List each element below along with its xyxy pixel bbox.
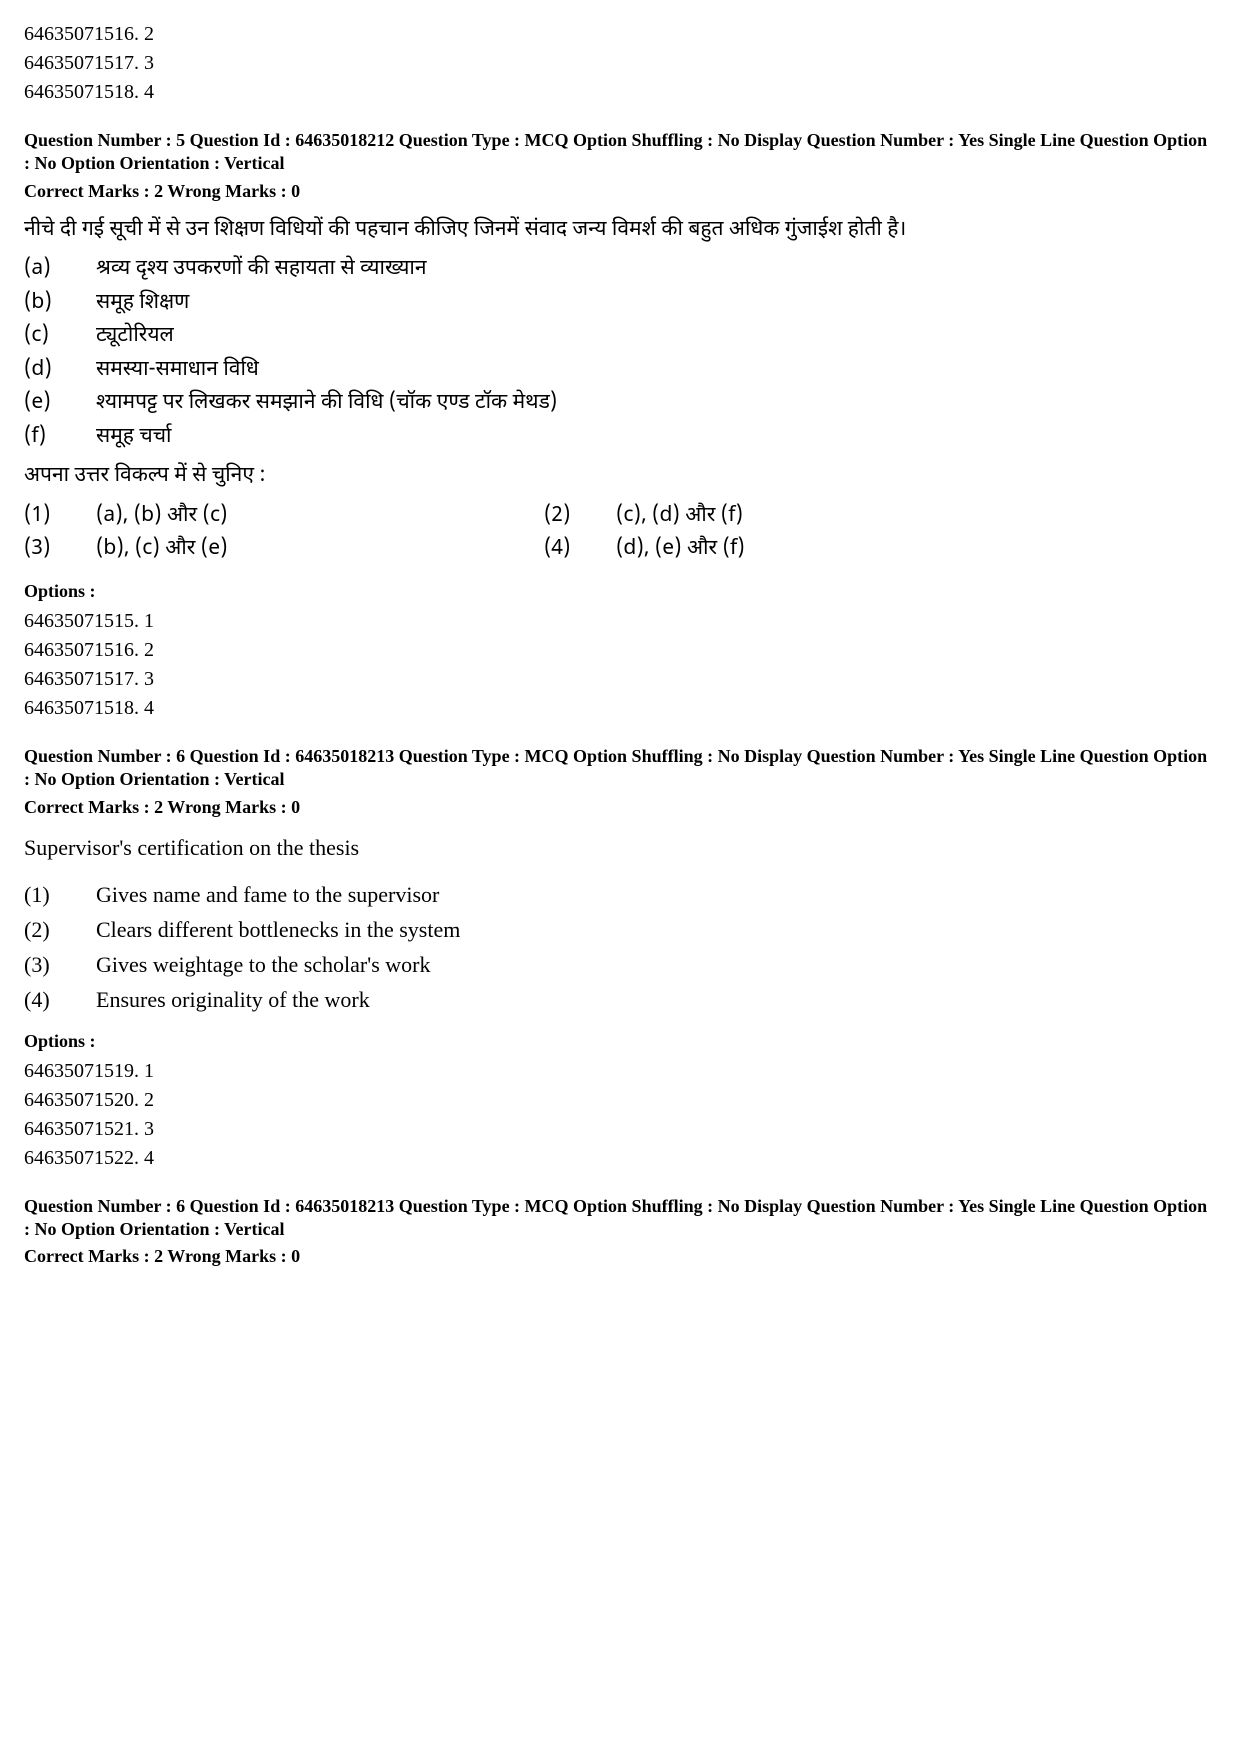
option-id: 64635071519. 1 (24, 1057, 1216, 1086)
sub-item-label: (b) (24, 288, 96, 320)
question-marks: Correct Marks : 2 Wrong Marks : 0 (24, 1243, 1216, 1270)
sub-item-text: समूह चर्चा (96, 422, 171, 454)
options-heading: Options : (24, 578, 1216, 605)
sub-item: (e) श्यामपट्ट पर लिखकर समझाने की विधि (च… (24, 388, 1216, 420)
answer-label: (2) (24, 913, 96, 946)
sub-item: (f) समूह चर्चा (24, 422, 1216, 454)
sub-item-text: श्यामपट्ट पर लिखकर समझाने की विधि (चॉक ए… (96, 388, 557, 420)
sub-item-label: (e) (24, 388, 96, 420)
sub-item: (d) समस्या-समाधान विधि (24, 355, 1216, 387)
sub-item: (b) समूह शिक्षण (24, 288, 1216, 320)
answer-label: (2) (544, 501, 616, 533)
answer-label: (4) (544, 534, 616, 566)
sub-item-label: (f) (24, 422, 96, 454)
option-id: 64635071518. 4 (24, 78, 1216, 107)
answer-label: (3) (24, 948, 96, 981)
answer-cell: (1) (a), (b) और (c) (24, 501, 544, 533)
answer-item: (3) Gives weightage to the scholar's wor… (24, 948, 1216, 981)
sub-item: (a) श्रव्य दृश्य उपकरणों की सहायता से व्… (24, 254, 1216, 286)
option-id: 64635071520. 2 (24, 1086, 1216, 1115)
answer-row: (3) (b), (c) और (e) (4) (d), (e) और (f) (24, 534, 1216, 566)
option-id: 64635071517. 3 (24, 665, 1216, 694)
answer-item: (4) Ensures originality of the work (24, 983, 1216, 1016)
question-marks: Correct Marks : 2 Wrong Marks : 0 (24, 178, 1216, 205)
answer-text: Gives weightage to the scholar's work (96, 948, 431, 981)
option-id: 64635071521. 3 (24, 1115, 1216, 1144)
sub-item-text: समस्या-समाधान विधि (96, 355, 259, 387)
question-text: नीचे दी गई सूची में से उन शिक्षण विधियों… (24, 215, 1216, 247)
question-text: Supervisor's certification on the thesis (24, 831, 1216, 864)
answer-cell: (2) (c), (d) और (f) (544, 501, 1064, 533)
answer-label: (4) (24, 983, 96, 1016)
option-id: 64635071517. 3 (24, 49, 1216, 78)
answer-text: (a), (b) और (c) (96, 501, 227, 533)
option-id: 64635071516. 2 (24, 636, 1216, 665)
sub-item-label: (a) (24, 254, 96, 286)
answer-text: (c), (d) और (f) (616, 501, 743, 533)
answer-cell: (4) (d), (e) और (f) (544, 534, 1064, 566)
answer-label: (1) (24, 501, 96, 533)
sub-item: (c) ट्यूटोरियल (24, 321, 1216, 353)
question-meta: Question Number : 6 Question Id : 646350… (24, 1195, 1216, 1242)
answer-text: Gives name and fame to the supervisor (96, 878, 439, 911)
answer-text: Ensures originality of the work (96, 983, 370, 1016)
option-id: 64635071522. 4 (24, 1144, 1216, 1173)
sub-item-label: (c) (24, 321, 96, 353)
sub-item-list: (a) श्रव्य दृश्य उपकरणों की सहायता से व्… (24, 254, 1216, 453)
answer-row: (1) (a), (b) और (c) (2) (c), (d) और (f) (24, 501, 1216, 533)
answer-text: Clears different bottlenecks in the syst… (96, 913, 460, 946)
answer-item: (2) Clears different bottlenecks in the … (24, 913, 1216, 946)
option-id: 64635071516. 2 (24, 20, 1216, 49)
question-marks: Correct Marks : 2 Wrong Marks : 0 (24, 794, 1216, 821)
option-id: 64635071515. 1 (24, 607, 1216, 636)
sub-item-text: ट्यूटोरियल (96, 321, 174, 353)
answer-label: (3) (24, 534, 96, 566)
sub-item-label: (d) (24, 355, 96, 387)
sub-item-text: श्रव्य दृश्य उपकरणों की सहायता से व्याख्… (96, 254, 427, 286)
sub-item-text: समूह शिक्षण (96, 288, 189, 320)
options-block: 64635071519. 1 64635071520. 2 6463507152… (24, 1057, 1216, 1173)
options-block: 64635071515. 1 64635071516. 2 6463507151… (24, 607, 1216, 723)
prev-options-block: 64635071516. 2 64635071517. 3 6463507151… (24, 20, 1216, 107)
answer-cell: (3) (b), (c) और (e) (24, 534, 544, 566)
answer-label: (1) (24, 878, 96, 911)
answer-text: (d), (e) और (f) (616, 534, 745, 566)
question-meta: Question Number : 5 Question Id : 646350… (24, 129, 1216, 176)
answer-item: (1) Gives name and fame to the superviso… (24, 878, 1216, 911)
answer-grid: (1) (a), (b) और (c) (2) (c), (d) और (f) … (24, 501, 1216, 566)
question-meta: Question Number : 6 Question Id : 646350… (24, 745, 1216, 792)
choose-text: अपना उत्तर विकल्प में से चुनिए : (24, 461, 1216, 493)
option-id: 64635071518. 4 (24, 694, 1216, 723)
answer-text: (b), (c) और (e) (96, 534, 228, 566)
options-heading: Options : (24, 1028, 1216, 1055)
answer-list: (1) Gives name and fame to the superviso… (24, 878, 1216, 1016)
